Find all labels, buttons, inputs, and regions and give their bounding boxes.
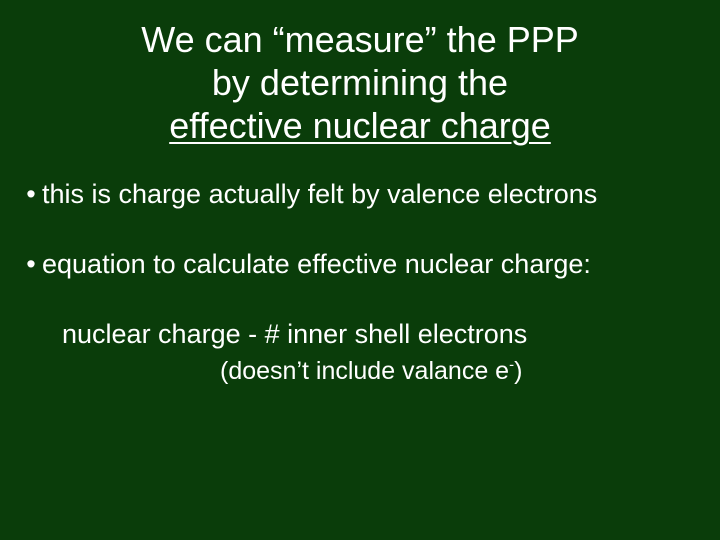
bullet-item: • equation to calculate effective nuclea… (20, 246, 700, 282)
note-prefix: (doesn’t include valance e (220, 357, 509, 385)
bullet-dot-icon: • (20, 246, 42, 282)
title-line2: by determining the (212, 62, 508, 103)
bullet-item: • this is charge actually felt by valenc… (20, 176, 700, 212)
title-line3: effective nuclear charge (169, 105, 551, 146)
bullet-text: equation to calculate effective nuclear … (42, 246, 700, 282)
slide-content: • this is charge actually felt by valenc… (20, 176, 700, 389)
title-line1: We can “measure” the PPP (141, 19, 579, 60)
slide-title: We can “measure” the PPP by determining … (20, 18, 700, 148)
equation-line: nuclear charge - # inner shell electrons (62, 316, 700, 352)
note-suffix: ) (514, 357, 522, 385)
bullet-text: this is charge actually felt by valence … (42, 176, 700, 212)
equation-note: (doesn’t include valance e-) (220, 355, 700, 389)
bullet-dot-icon: • (20, 176, 42, 212)
